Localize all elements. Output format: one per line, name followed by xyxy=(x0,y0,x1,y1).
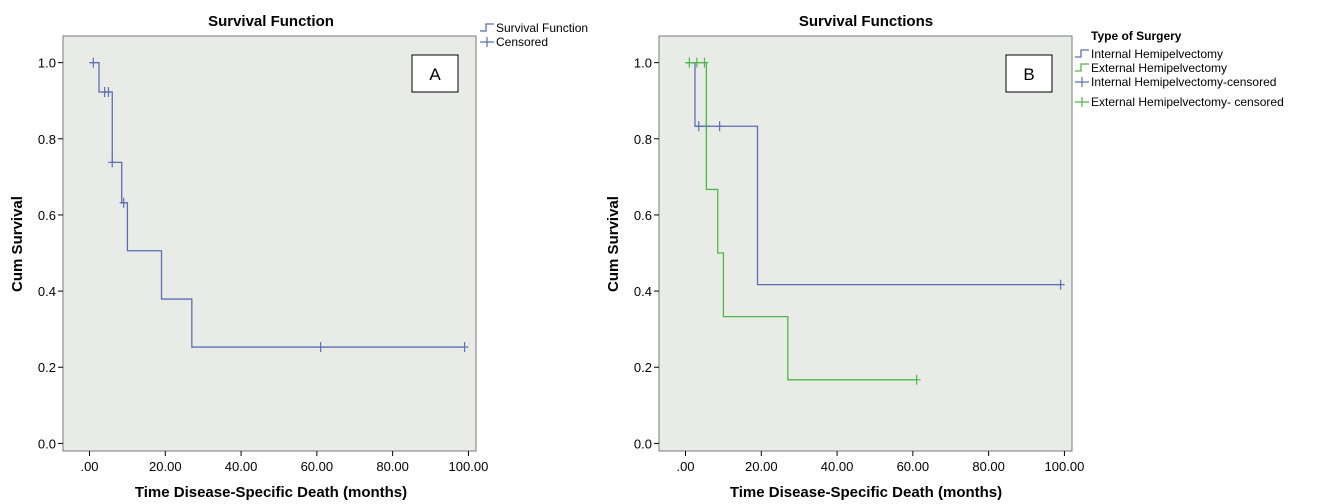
chart-panel-a: Survival Function .00 20.00 40.00 60.00 80.0… xyxy=(9,13,588,501)
chart-b-survival-line-1 xyxy=(685,62,917,381)
chart-b-censor-mark xyxy=(912,374,921,385)
chart-b-series xyxy=(685,57,1065,385)
chart-b-x-tick-label: 80.00 xyxy=(972,459,1005,474)
chart-a-y-tick-label: 0.0 xyxy=(38,436,56,451)
chart-b-legend-entry: Internal Hemipelvectomy-censored xyxy=(1091,75,1276,89)
chart-b-ylabel: Cum Survival xyxy=(605,196,622,292)
chart-b-legend-title: Type of Surgery xyxy=(1091,29,1182,43)
chart-panel-b: Survival Functions .00 20.00 40.00 60.00 80.… xyxy=(605,13,1284,501)
chart-a-censor-mark xyxy=(104,86,113,97)
chart-a-censor-mark xyxy=(119,197,128,208)
chart-a-legend-step-swatch xyxy=(480,23,494,32)
chart-b-y-tick-label: 0.0 xyxy=(634,436,652,451)
chart-a-legend-entry: Survival Function xyxy=(496,21,588,35)
chart-b-x-tick-label: 40.00 xyxy=(821,459,854,474)
chart-a-y-tick-label: 1.0 xyxy=(38,56,56,71)
chart-a-ticks: .00 20.00 40.00 60.00 80.00 100.00 0.0 0.2 0.4 0.… xyxy=(38,56,488,474)
chart-b-x-tick-label: .00 xyxy=(676,459,694,474)
chart-b-y-tick-label: 0.6 xyxy=(634,208,652,223)
chart-a-y-tick-label: 0.8 xyxy=(38,132,56,147)
chart-b-legend-entry: External Hemipelvectomy xyxy=(1091,61,1227,75)
chart-b-ticks: .00 20.00 40.00 60.00 80.00 100.00 0.0 0.2 0.4 0.… xyxy=(634,56,1084,474)
chart-a-censor-mark xyxy=(460,342,469,353)
chart-a-censor-mark xyxy=(316,342,325,353)
chart-a-x-tick-label: 20.00 xyxy=(149,459,182,474)
chart-b-censor-mark xyxy=(694,121,703,132)
chart-a-x-tick-label: 80.00 xyxy=(376,459,409,474)
chart-a-legend-entry: Censored xyxy=(496,35,548,49)
chart-a-censor-mark xyxy=(108,157,117,168)
chart-b-y-tick-label: 0.2 xyxy=(634,360,652,375)
chart-b-plot-area xyxy=(658,35,1073,452)
chart-b-legend-censor-swatch xyxy=(1075,97,1089,107)
chart-a-plot-area xyxy=(62,35,477,452)
chart-a-panel-label-box xyxy=(411,54,459,93)
chart-a-y-tick-label: 0.2 xyxy=(38,360,56,375)
chart-b-x-tick-label: 60.00 xyxy=(897,459,930,474)
chart-a-series xyxy=(89,57,469,353)
chart-b-legend-step-swatch xyxy=(1075,63,1089,72)
chart-a-title: Survival Function xyxy=(208,13,334,30)
chart-a-x-tick-label: .00 xyxy=(80,459,98,474)
chart-a-ylabel: Cum Survival xyxy=(9,196,26,292)
chart-b-censor-mark xyxy=(692,57,701,68)
chart-b-legend-censor-swatch xyxy=(1075,77,1089,87)
chart-b-x-tick-label: 100.00 xyxy=(1045,459,1085,474)
chart-b-legend-step-swatch xyxy=(1075,49,1089,58)
chart-a-legend-censor-swatch xyxy=(480,37,494,47)
chart-a-x-tick-label: 40.00 xyxy=(225,459,258,474)
chart-b-panel-label-box xyxy=(1005,54,1053,93)
chart-b-y-tick-label: 1.0 xyxy=(634,56,652,71)
chart-a-xlabel: Time Disease-Specific Death (months) xyxy=(135,484,407,501)
chart-b-legend-entry: Internal Hemipelvectomy xyxy=(1091,47,1223,61)
chart-b-censor-mark xyxy=(700,57,709,68)
chart-a-y-tick-label: 0.6 xyxy=(38,208,56,223)
chart-b-censor-mark xyxy=(715,121,724,132)
chart-b-panel-label: B xyxy=(1023,65,1034,84)
chart-a-panel-label: A xyxy=(429,65,441,84)
chart-b-censor-mark xyxy=(1056,279,1065,290)
chart-b-legend-entry: External Hemipelvectomy- censored xyxy=(1091,95,1284,109)
chart-a-x-tick-label: 60.00 xyxy=(301,459,334,474)
chart-a-censor-mark xyxy=(89,57,98,68)
chart-a-y-tick-label: 0.4 xyxy=(38,284,56,299)
chart-b-y-tick-label: 0.8 xyxy=(634,132,652,147)
chart-b-y-tick-label: 0.4 xyxy=(634,284,652,299)
chart-b-censor-mark xyxy=(685,57,694,68)
chart-b-xlabel: Time Disease-Specific Death (months) xyxy=(730,484,1002,501)
chart-b-x-tick-label: 20.00 xyxy=(745,459,778,474)
chart-a-x-tick-label: 100.00 xyxy=(449,459,489,474)
chart-b-title: Survival Functions xyxy=(799,13,933,30)
